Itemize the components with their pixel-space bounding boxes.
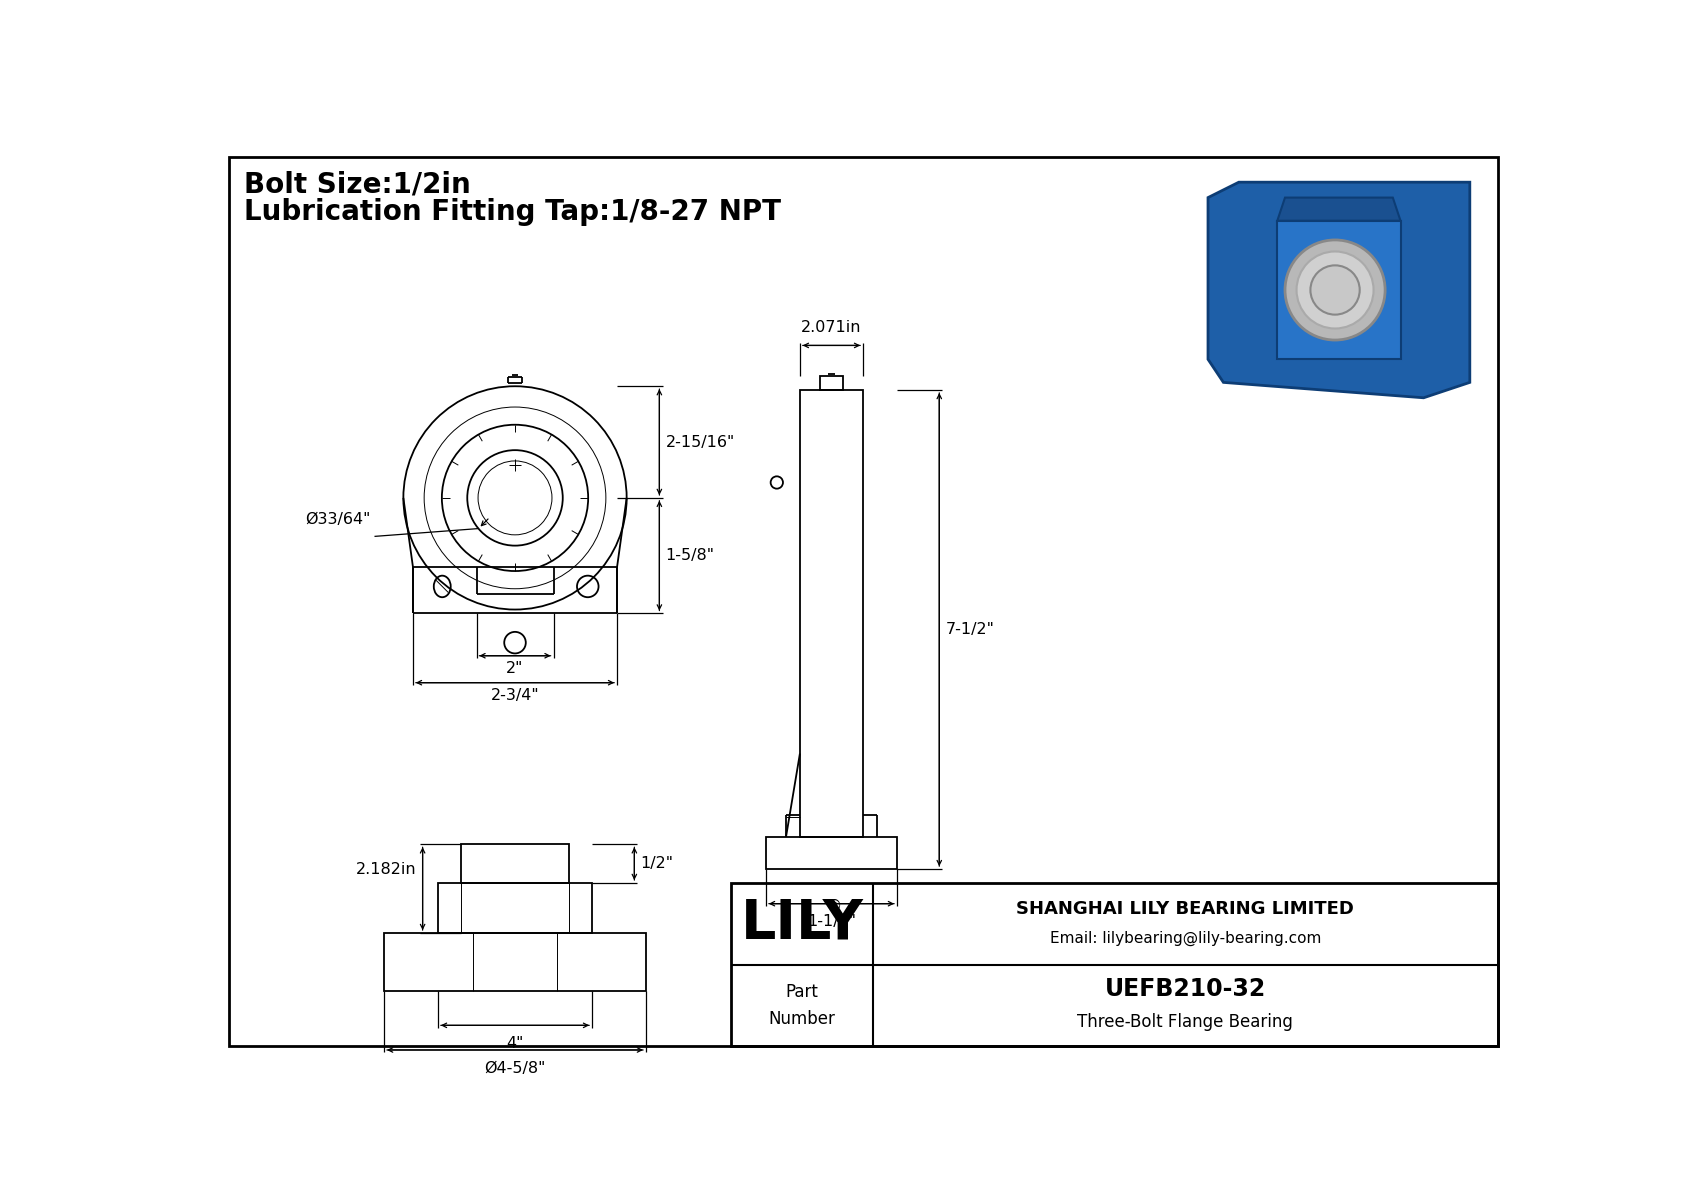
Bar — [800, 391, 862, 837]
Circle shape — [1297, 251, 1374, 329]
Text: 1/2": 1/2" — [640, 856, 674, 871]
Text: 4": 4" — [507, 1036, 524, 1052]
Circle shape — [1310, 266, 1359, 314]
Text: 2.071in: 2.071in — [802, 319, 862, 335]
Polygon shape — [1276, 198, 1401, 220]
Text: 2-15/16": 2-15/16" — [665, 435, 734, 449]
Text: 2-3/4": 2-3/4" — [490, 687, 539, 703]
Text: SHANGHAI LILY BEARING LIMITED: SHANGHAI LILY BEARING LIMITED — [1017, 900, 1354, 918]
Bar — [384, 933, 647, 991]
Text: Three-Bolt Flange Bearing: Three-Bolt Flange Bearing — [1078, 1012, 1293, 1030]
Text: 7-1/2": 7-1/2" — [945, 622, 994, 637]
Text: Part
Number: Part Number — [768, 983, 835, 1028]
Bar — [461, 844, 569, 883]
Text: Email: lilybearing@lily-bearing.com: Email: lilybearing@lily-bearing.com — [1049, 931, 1320, 946]
Text: 1-5/8": 1-5/8" — [665, 548, 714, 563]
Text: Ø4-5/8": Ø4-5/8" — [485, 1061, 546, 1075]
Polygon shape — [1207, 182, 1470, 398]
Text: Ø33/64": Ø33/64" — [305, 512, 370, 528]
Circle shape — [1285, 239, 1386, 341]
Bar — [438, 883, 593, 933]
Polygon shape — [1276, 220, 1401, 360]
Text: ®: ® — [827, 899, 842, 915]
Text: UEFB210-32: UEFB210-32 — [1105, 977, 1266, 1000]
Bar — [820, 376, 844, 391]
Text: Lubrication Fitting Tap:1/8-27 NPT: Lubrication Fitting Tap:1/8-27 NPT — [244, 198, 781, 225]
Bar — [731, 883, 1497, 1046]
Bar — [766, 837, 898, 869]
Text: LILY: LILY — [741, 897, 864, 950]
Text: 2.182in: 2.182in — [355, 862, 416, 877]
Text: 1-1/2": 1-1/2" — [807, 915, 855, 929]
Text: Bolt Size:1/2in: Bolt Size:1/2in — [244, 170, 472, 199]
Text: 2": 2" — [507, 661, 524, 675]
